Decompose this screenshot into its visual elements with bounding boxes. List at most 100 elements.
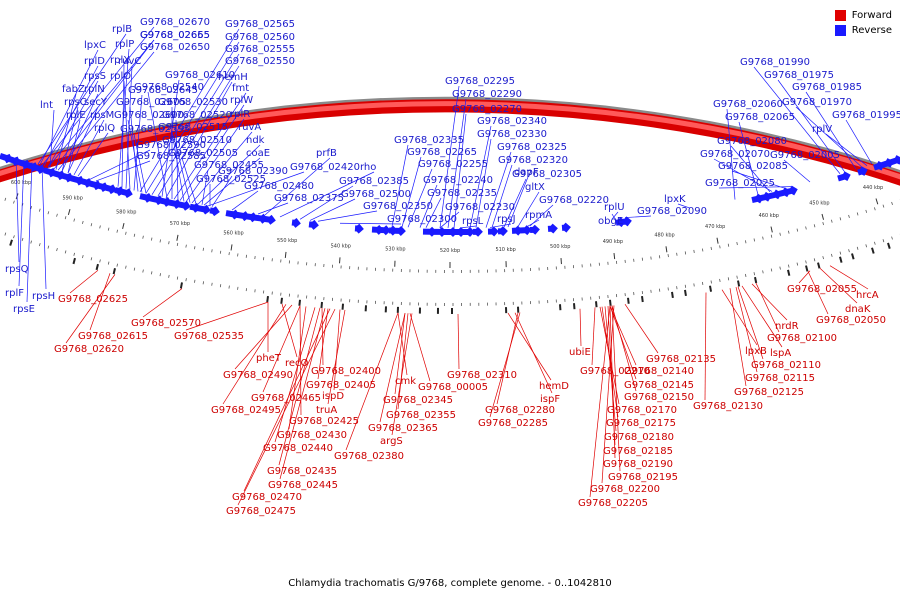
reverse-gene-leader <box>139 28 240 193</box>
forward-gene-leader <box>798 270 811 284</box>
outer-minor-tick <box>831 253 833 257</box>
reverse-gene-leader <box>611 213 616 219</box>
reverse-gene-label: rplU <box>604 202 625 213</box>
reverse-gene-leader <box>485 151 512 228</box>
forward-gene-leader <box>729 288 747 387</box>
reverse-gene-leader <box>73 119 105 176</box>
outer-minor-tick <box>796 262 799 266</box>
reverse-gene-label: rplR <box>230 109 250 120</box>
legend-reverse: Reverse <box>834 23 892 38</box>
reverse-gene-arrow <box>139 192 153 203</box>
reverse-gene-label: G9768_02645 <box>128 85 198 96</box>
reverse-gene-label: G9768_01990 <box>740 57 810 68</box>
minor-tick <box>30 205 32 210</box>
forward-gene-label: pheT <box>256 353 282 364</box>
outer-minor-tick <box>848 249 850 253</box>
reverse-gene-arrow <box>149 195 164 206</box>
forward-gene-label: recO <box>285 358 309 369</box>
reverse-gene-label: G9768_02295 <box>445 76 515 87</box>
tick-label: 570 kbp <box>170 221 190 227</box>
forward-gene-mark <box>320 301 323 309</box>
reverse-gene-label: G9768_02080 <box>717 136 787 147</box>
minor-tick <box>142 235 144 239</box>
forward-gene-leader <box>611 305 637 392</box>
reverse-gene-leader <box>157 65 240 197</box>
minor-tick <box>64 216 67 220</box>
reverse-gene-label: G9768_02650 <box>140 42 210 53</box>
forward-gene-label: G9768_02205 <box>578 498 648 509</box>
forward-gene-leader <box>609 305 616 459</box>
reverse-gene-leader <box>185 118 245 202</box>
reverse-gene-leader <box>18 159 25 287</box>
reverse-gene-leader <box>753 66 841 174</box>
forward-gene-label: G9768_02470 <box>232 492 302 503</box>
forward-gene-label: cmk <box>395 376 416 387</box>
reverse-gene-label: G9768_02240 <box>423 175 493 186</box>
reverse-gene-label: dapF <box>514 167 539 178</box>
outer-minor-tick <box>125 265 127 269</box>
minor-tick <box>891 201 893 205</box>
reverse-gene-arrow <box>622 216 632 227</box>
reverse-gene-leader <box>133 94 143 191</box>
forward-gene-mark <box>817 262 821 269</box>
forward-gene-leader <box>333 309 341 391</box>
outer-minor-tick <box>21 237 24 241</box>
forward-gene-leader <box>457 313 460 370</box>
reverse-gene-label: G9768_02420 <box>290 162 360 173</box>
reverse-gene-label: G9768_02320 <box>498 155 568 166</box>
reverse-gene-label: G9768_02070 <box>700 149 770 160</box>
reverse-gene-leader <box>624 215 652 218</box>
reverse-gene-label: G9768_02515 <box>158 122 228 133</box>
tick-label: 510 kbp <box>495 247 515 253</box>
forward-gene-label: G9768_02355 <box>386 410 456 421</box>
major-tick <box>770 226 773 233</box>
outer-minor-tick <box>882 239 885 243</box>
minor-tick <box>719 245 721 249</box>
reverse-gene-label: G9768_02585 <box>136 151 206 162</box>
legend-forward-label: Forward <box>851 10 892 21</box>
forward-gene-leader <box>829 265 869 290</box>
reverse-gene-label: ndk <box>246 135 265 146</box>
forward-gene-label: G9768_02440 <box>263 443 333 454</box>
outer-minor-tick <box>73 252 75 256</box>
reverse-gene-label: G9768_02655 <box>140 30 210 41</box>
minor-tick <box>185 244 187 248</box>
reverse-gene-leader <box>677 203 691 209</box>
reverse-gene-arrow <box>529 224 540 235</box>
reverse-gene-arrow <box>254 213 268 224</box>
minor-tick <box>125 231 127 235</box>
reverse-gene-leader <box>730 145 771 193</box>
tick-label: 550 kbp <box>277 238 297 244</box>
reverse-gene-leader <box>309 198 356 221</box>
forward-gene-leader <box>65 274 116 344</box>
minor-tick <box>159 239 161 243</box>
forward-gene-label: G9768_02115 <box>745 373 815 384</box>
reverse-gene-leader <box>407 168 433 228</box>
reverse-gene-label: G9768_02595 <box>120 124 190 135</box>
forward-gene-label: G9768_02195 <box>608 472 678 483</box>
minor-tick <box>47 211 50 215</box>
minor-tick <box>831 219 833 223</box>
reverse-gene-leader <box>503 178 527 228</box>
reverse-gene-arrow <box>105 184 117 195</box>
reverse-gene-label: rplX <box>110 55 130 66</box>
reverse-gene-arrow <box>264 214 276 225</box>
reverse-gene-arrow <box>487 226 499 237</box>
reverse-gene-leader <box>117 48 130 187</box>
minor-tick <box>745 240 747 244</box>
forward-gene-leader <box>737 286 764 360</box>
forward-gene-leader <box>321 308 324 366</box>
tick-label: 540 kbp <box>331 243 351 249</box>
reverse-gene-label: rpsQ <box>5 264 29 275</box>
forward-gene-mark <box>671 291 674 299</box>
forward-gene-label: G9768_02495 <box>211 405 281 416</box>
reverse-gene-leader <box>517 191 540 227</box>
reverse-gene-leader <box>26 162 33 303</box>
forward-gene-leader <box>735 286 758 373</box>
forward-gene-label: G9768_02570 <box>131 318 201 329</box>
reverse-gene-leader <box>133 133 147 194</box>
forward-gene-label: G9768_02380 <box>334 451 404 462</box>
forward-gene-label: G9768_02615 <box>78 331 148 342</box>
reverse-gene-leader <box>125 65 133 189</box>
reverse-gene-leader <box>47 80 99 168</box>
